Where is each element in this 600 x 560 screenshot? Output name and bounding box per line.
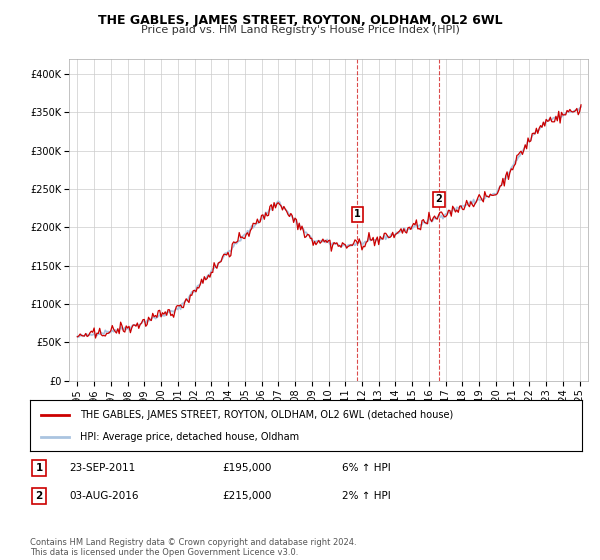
Text: THE GABLES, JAMES STREET, ROYTON, OLDHAM, OL2 6WL (detached house): THE GABLES, JAMES STREET, ROYTON, OLDHAM… [80, 409, 453, 419]
Text: HPI: Average price, detached house, Oldham: HPI: Average price, detached house, Oldh… [80, 432, 299, 442]
Text: Price paid vs. HM Land Registry's House Price Index (HPI): Price paid vs. HM Land Registry's House … [140, 25, 460, 35]
Text: 2% ↑ HPI: 2% ↑ HPI [342, 491, 391, 501]
Text: 2: 2 [35, 491, 43, 501]
Text: 2: 2 [436, 194, 442, 204]
Text: 1: 1 [354, 209, 361, 220]
Text: Contains HM Land Registry data © Crown copyright and database right 2024.
This d: Contains HM Land Registry data © Crown c… [30, 538, 356, 557]
Text: THE GABLES, JAMES STREET, ROYTON, OLDHAM, OL2 6WL: THE GABLES, JAMES STREET, ROYTON, OLDHAM… [98, 14, 502, 27]
Text: £195,000: £195,000 [222, 463, 271, 473]
Text: 6% ↑ HPI: 6% ↑ HPI [342, 463, 391, 473]
Text: £215,000: £215,000 [222, 491, 271, 501]
Text: 23-SEP-2011: 23-SEP-2011 [69, 463, 135, 473]
Text: 03-AUG-2016: 03-AUG-2016 [69, 491, 139, 501]
Text: 1: 1 [35, 463, 43, 473]
